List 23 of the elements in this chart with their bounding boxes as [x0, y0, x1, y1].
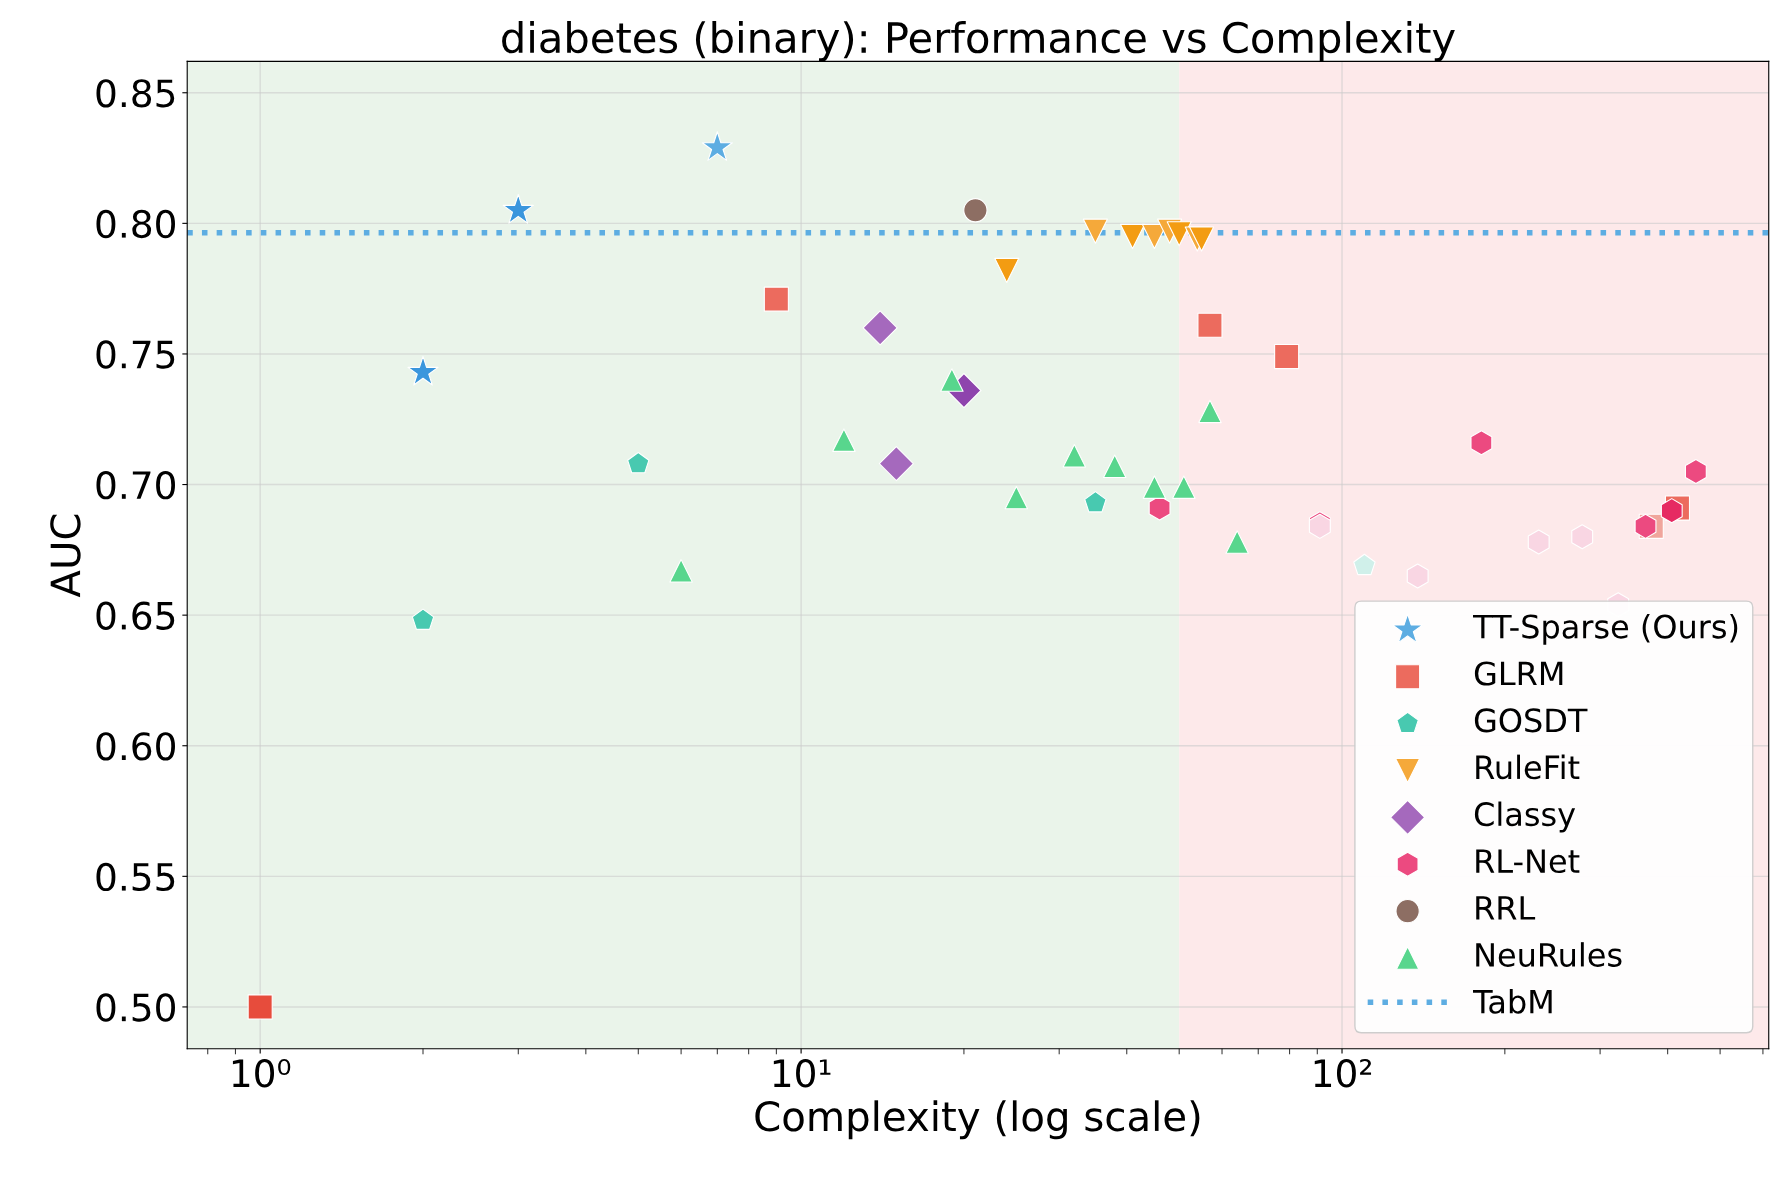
legend-label: RL-Net [1476, 849, 1580, 874]
y-tick-label: 0.65 [96, 601, 175, 630]
x-tick-label: 10⁰ [232, 1059, 291, 1088]
y-tick-label: 0.75 [96, 340, 175, 369]
y-tick-label: 0.60 [96, 732, 175, 761]
y-tick-label: 0.55 [96, 862, 175, 892]
legend-label: RuleFit [1476, 754, 1580, 780]
legend-label: TabM [1473, 989, 1552, 1014]
legend-label: RRL [1476, 896, 1536, 920]
y-axis-title: AUC [50, 514, 81, 598]
x-tick-label: 10¹ [773, 1059, 831, 1088]
x-tick-label: 10² [1314, 1059, 1372, 1088]
x-axis-title: Complexity (log scale) [755, 1100, 1200, 1140]
chart-title: diabetes (binary): Performance vs Complexity [502, 21, 1455, 62]
legend-label: NeuRules [1476, 942, 1622, 967]
legend-label: TT-Sparse (Ours) [1473, 613, 1738, 645]
y-tick-label: 0.85 [96, 79, 175, 108]
legend-label: GLRM [1474, 661, 1563, 686]
y-tick-label: 0.50 [96, 993, 175, 1022]
legend-label: Classy [1474, 801, 1576, 833]
y-tick-label: 0.70 [96, 470, 175, 500]
y-tick-label: 0.80 [96, 209, 175, 239]
legend-label: GOSDT [1474, 708, 1588, 733]
